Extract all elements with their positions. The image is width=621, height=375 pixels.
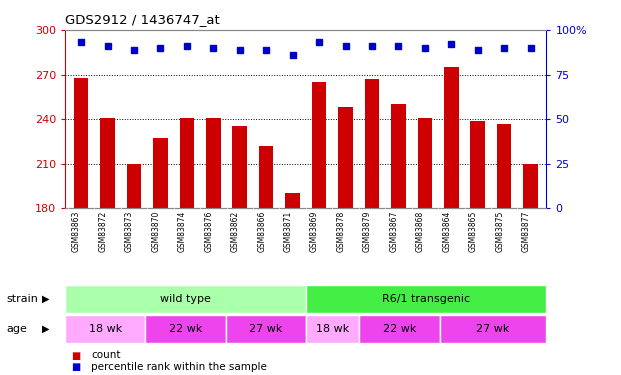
Bar [338, 107, 353, 208]
Bar [206, 118, 220, 208]
Text: ▶: ▶ [42, 324, 50, 334]
Bar [285, 193, 300, 208]
Text: GSM83866: GSM83866 [257, 210, 266, 252]
Text: GSM83874: GSM83874 [178, 210, 187, 252]
Bar [65, 315, 145, 343]
Text: 27 wk: 27 wk [249, 324, 283, 334]
Bar [145, 315, 225, 343]
Bar [440, 315, 546, 343]
Text: wild type: wild type [160, 294, 211, 304]
Bar [365, 79, 379, 208]
Text: GSM83870: GSM83870 [152, 210, 160, 252]
Text: GSM83878: GSM83878 [337, 210, 345, 252]
Text: ■: ■ [71, 351, 81, 360]
Bar [471, 120, 485, 208]
Text: GSM83862: GSM83862 [231, 210, 240, 252]
Text: 22 wk: 22 wk [383, 324, 416, 334]
Text: 22 wk: 22 wk [169, 324, 202, 334]
Text: R6/1 transgenic: R6/1 transgenic [382, 294, 470, 304]
Text: GSM83877: GSM83877 [522, 210, 530, 252]
Text: GSM83876: GSM83876 [204, 210, 213, 252]
Bar [417, 118, 432, 208]
Text: ■: ■ [71, 362, 81, 372]
Text: GSM83873: GSM83873 [125, 210, 134, 252]
Bar [312, 82, 327, 208]
Text: 27 wk: 27 wk [476, 324, 510, 334]
Text: GSM83875: GSM83875 [495, 210, 504, 252]
Text: 18 wk: 18 wk [89, 324, 122, 334]
Bar [306, 285, 546, 313]
Bar [153, 138, 168, 208]
Text: strain: strain [6, 294, 38, 304]
Text: GSM83864: GSM83864 [442, 210, 451, 252]
Text: GSM83863: GSM83863 [72, 210, 81, 252]
Text: percentile rank within the sample: percentile rank within the sample [91, 362, 267, 372]
Bar [360, 315, 440, 343]
Bar [232, 126, 247, 208]
Bar [391, 104, 406, 208]
Bar [524, 164, 538, 208]
Bar [179, 118, 194, 208]
Text: GSM83869: GSM83869 [310, 210, 319, 252]
Text: 18 wk: 18 wk [316, 324, 349, 334]
Text: GSM83867: GSM83867 [389, 210, 399, 252]
Bar [127, 164, 141, 208]
Text: GSM83865: GSM83865 [469, 210, 478, 252]
Text: count: count [91, 351, 121, 360]
Bar [225, 315, 306, 343]
Bar [497, 123, 512, 208]
Text: age: age [6, 324, 27, 334]
Text: GDS2912 / 1436747_at: GDS2912 / 1436747_at [65, 13, 220, 26]
Bar [74, 78, 88, 208]
Text: ▶: ▶ [42, 294, 50, 304]
Text: GSM83872: GSM83872 [99, 210, 107, 252]
Bar [306, 315, 360, 343]
Bar [259, 146, 273, 208]
Text: GSM83868: GSM83868 [416, 210, 425, 252]
Bar [100, 118, 115, 208]
Text: GSM83879: GSM83879 [363, 210, 372, 252]
Bar [65, 285, 306, 313]
Text: GSM83871: GSM83871 [284, 210, 292, 252]
Bar [444, 67, 458, 208]
